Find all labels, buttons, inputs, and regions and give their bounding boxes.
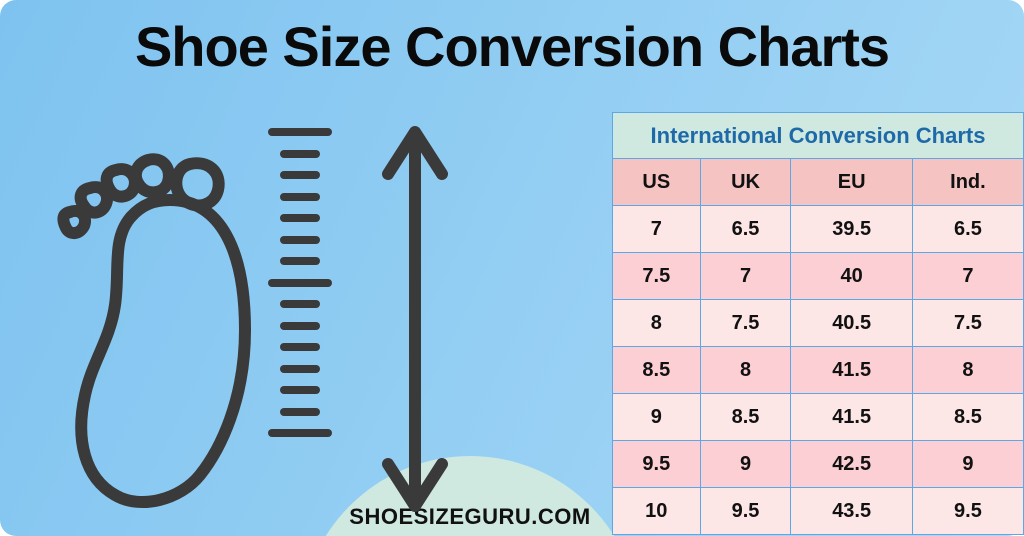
table-row: 109.543.59.5 bbox=[613, 488, 1024, 535]
conversion-table-wrap: International Conversion Charts USUKEUIn… bbox=[612, 112, 1024, 535]
ruler-ticks bbox=[280, 128, 332, 437]
foot-illustration bbox=[30, 120, 590, 520]
table-cell: 40.5 bbox=[791, 300, 912, 347]
ruler-tick bbox=[280, 150, 320, 158]
foot-outline-icon bbox=[20, 110, 280, 530]
table-row: 9.5942.59 bbox=[613, 441, 1024, 488]
ruler-tick bbox=[280, 171, 320, 179]
table-cell: 6.5 bbox=[912, 206, 1023, 253]
table-cell: 6.5 bbox=[700, 206, 791, 253]
table-column-header: Ind. bbox=[912, 159, 1023, 206]
infographic-canvas: Shoe Size Conversion Charts SHOESIZEGURU… bbox=[0, 0, 1024, 536]
table-cell: 9 bbox=[700, 441, 791, 488]
table-cell: 7 bbox=[700, 253, 791, 300]
ruler-tick bbox=[268, 279, 332, 287]
page-title: Shoe Size Conversion Charts bbox=[0, 14, 1024, 79]
ruler-tick bbox=[280, 193, 320, 201]
table-cell: 9.5 bbox=[912, 488, 1023, 535]
ruler-tick bbox=[280, 343, 320, 351]
table-row: 98.541.58.5 bbox=[613, 394, 1024, 441]
table-cell: 10 bbox=[613, 488, 701, 535]
table-cell: 7.5 bbox=[613, 253, 701, 300]
ruler-tick bbox=[280, 322, 320, 330]
table-column-header: UK bbox=[700, 159, 791, 206]
table-cell: 41.5 bbox=[791, 394, 912, 441]
table-cell: 43.5 bbox=[791, 488, 912, 535]
table-cell: 9 bbox=[613, 394, 701, 441]
ruler-tick bbox=[280, 214, 320, 222]
table-cell: 9.5 bbox=[700, 488, 791, 535]
table-cell: 40 bbox=[791, 253, 912, 300]
table-cell: 9 bbox=[912, 441, 1023, 488]
table-row: 7.57407 bbox=[613, 253, 1024, 300]
table-column-header: US bbox=[613, 159, 701, 206]
table-cell: 8.5 bbox=[700, 394, 791, 441]
ruler-tick bbox=[280, 257, 320, 265]
table-column-header: EU bbox=[791, 159, 912, 206]
table-header-row: USUKEUInd. bbox=[613, 159, 1024, 206]
table-cell: 7 bbox=[613, 206, 701, 253]
table-row: 76.539.56.5 bbox=[613, 206, 1024, 253]
table-title: International Conversion Charts bbox=[612, 112, 1024, 158]
table-cell: 9.5 bbox=[613, 441, 701, 488]
ruler-tick bbox=[280, 300, 320, 308]
table-body: 76.539.56.57.5740787.540.57.58.5841.5898… bbox=[613, 206, 1024, 535]
ruler-tick bbox=[268, 429, 332, 437]
table-cell: 41.5 bbox=[791, 347, 912, 394]
ruler-tick bbox=[280, 386, 320, 394]
double-arrow-icon bbox=[370, 114, 460, 524]
table-cell: 8 bbox=[613, 300, 701, 347]
table-cell: 7 bbox=[912, 253, 1023, 300]
ruler-tick bbox=[280, 236, 320, 244]
table-cell: 8 bbox=[700, 347, 791, 394]
ruler-tick bbox=[268, 128, 332, 136]
table-cell: 7.5 bbox=[700, 300, 791, 347]
table-cell: 8 bbox=[912, 347, 1023, 394]
table-cell: 39.5 bbox=[791, 206, 912, 253]
conversion-table: USUKEUInd. 76.539.56.57.5740787.540.57.5… bbox=[612, 158, 1024, 535]
ruler-tick bbox=[280, 408, 320, 416]
table-row: 8.5841.58 bbox=[613, 347, 1024, 394]
table-cell: 8.5 bbox=[912, 394, 1023, 441]
ruler-tick bbox=[280, 365, 320, 373]
table-cell: 7.5 bbox=[912, 300, 1023, 347]
table-cell: 8.5 bbox=[613, 347, 701, 394]
table-cell: 42.5 bbox=[791, 441, 912, 488]
table-row: 87.540.57.5 bbox=[613, 300, 1024, 347]
